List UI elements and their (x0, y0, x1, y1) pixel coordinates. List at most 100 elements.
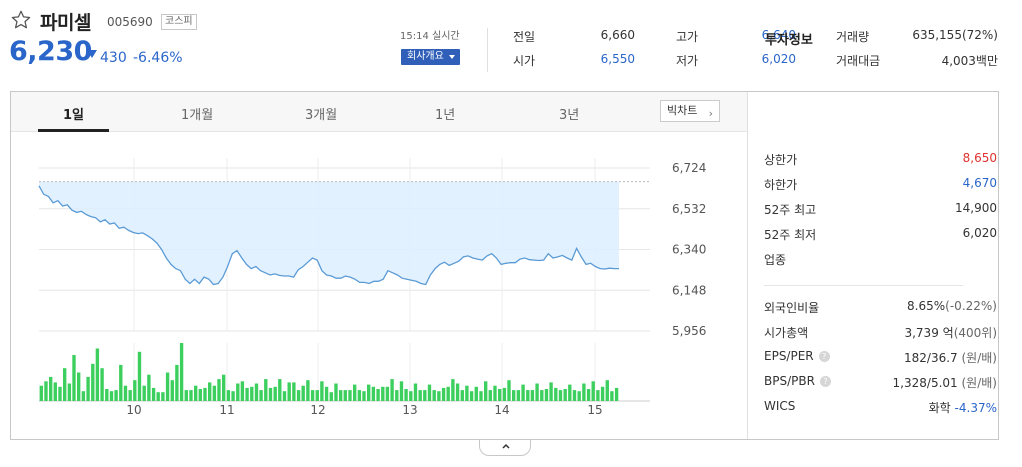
foreign-ratio-change: (-0.22%) (945, 299, 997, 313)
volume-bar (254, 383, 259, 401)
down-triangle-icon (87, 50, 97, 58)
volume-bar (212, 385, 217, 401)
x-axis-ticks: 10 11 12 13 14 15 (126, 403, 602, 417)
low-value: 6,020 (761, 52, 796, 66)
volume-bar (512, 390, 516, 401)
volume-bar (137, 351, 142, 401)
volume-bar (49, 376, 53, 401)
volume-bar (357, 390, 362, 401)
sector-label: 업종 (764, 253, 787, 267)
volume-bar (348, 390, 352, 401)
wics-sector[interactable]: 화학 (928, 401, 951, 415)
tab-1day[interactable]: 1일 (63, 108, 85, 123)
invest-info-title: 투자정보 (765, 33, 813, 48)
change-percent: -6.46% (133, 50, 183, 66)
current-price: 6,230 (9, 36, 92, 67)
tab-1year[interactable]: 1년 (435, 108, 456, 123)
bigchart-label: 빅차트 (667, 104, 698, 117)
bigchart-button[interactable]: 빅차트 › (660, 100, 720, 122)
volume-bar (362, 391, 366, 401)
volume-bar (535, 383, 539, 401)
tab-1month[interactable]: 1개월 (181, 108, 214, 123)
volume-bar (105, 389, 109, 401)
volume-bar (596, 390, 600, 401)
help-question-icon[interactable]: ? (818, 351, 830, 362)
volume-bar (395, 390, 399, 401)
high-label: 고가 (676, 30, 699, 44)
volume-bar (521, 384, 525, 401)
volume-bar (198, 389, 202, 401)
volume-bar (488, 390, 492, 401)
x-tick-label: 14 (494, 403, 509, 417)
volume-bar (498, 389, 502, 401)
volume-bar (133, 380, 137, 401)
volume-bar (179, 343, 184, 401)
active-tab-underline (38, 129, 109, 132)
market-cap-rank: (400위) (953, 326, 997, 340)
side-separator (764, 285, 963, 286)
bps-pbr: 1,328/5.01 (892, 376, 958, 390)
lower-limit-label: 하한가 (764, 178, 798, 192)
collapse-chart-button[interactable] (479, 440, 531, 456)
volume-bar (67, 383, 72, 401)
volume-bar (53, 382, 57, 401)
volume-bar (39, 385, 43, 401)
bps-pbr-unit: (원/배) (961, 376, 998, 390)
tab-3month[interactable]: 3개월 (305, 108, 338, 123)
header-divider (487, 28, 488, 72)
volume-bar (128, 390, 132, 401)
favorite-star-icon[interactable] (10, 9, 32, 31)
price-area (39, 181, 619, 285)
intraday-chart: 6,724 6,532 6,340 6,148 5,956 10 11 12 13 14 15 (38, 158, 706, 417)
market-badge: 코스피 (161, 14, 197, 30)
eps-per-value: 182/36.7 (원/배) (904, 349, 997, 366)
x-tick-label: 10 (126, 403, 141, 417)
volume-bar (226, 390, 231, 401)
y-tick-label: 6,340 (672, 243, 706, 257)
help-question-icon[interactable]: ? (819, 376, 831, 387)
volume-bar (455, 383, 460, 401)
volume-bar (343, 390, 347, 401)
market-cap: 3,739 억 (904, 326, 954, 340)
open-value: 6,550 (600, 52, 635, 66)
volume-bar (109, 391, 114, 401)
eps-per-unit: (원/배) (961, 351, 998, 365)
side-divider (747, 92, 748, 439)
lower-limit-value: 4,670 (962, 176, 997, 190)
volume-bar (184, 390, 188, 401)
upper-limit-value: 8,650 (962, 151, 997, 165)
bps-pbr-label-wrap: BPS/PBR? (764, 374, 831, 388)
tab-3year[interactable]: 3년 (559, 108, 580, 123)
volume-bar (530, 390, 535, 401)
volume-bar (544, 389, 549, 401)
y-tick-label: 6,724 (672, 161, 706, 175)
volume-bar (264, 379, 268, 401)
volume-bar (236, 383, 240, 401)
volume-bar (409, 391, 413, 401)
volume-bar (526, 390, 530, 401)
volume-bar (385, 386, 390, 401)
volume-bar (170, 380, 174, 401)
high52-label: 52주 최고 (764, 203, 817, 217)
volume-bar (240, 381, 245, 401)
high-value: 6,640 (761, 28, 796, 42)
y-tick-label: 6,532 (672, 202, 706, 216)
y-axis-ticks: 6,724 6,532 6,340 6,148 5,956 (672, 161, 706, 338)
volume-bar (572, 390, 577, 401)
volume-bar (86, 376, 90, 401)
volume-bar (156, 392, 160, 401)
volume-bar (245, 387, 249, 401)
volume-label: 거래량 (836, 30, 870, 44)
volume-bar (568, 384, 572, 401)
volume-bar (161, 392, 165, 401)
eps-per-label-wrap: EPS/PER? (764, 349, 830, 363)
volume-bar (306, 380, 310, 401)
volume-bar (95, 348, 100, 401)
volume-bar (142, 385, 146, 401)
volume-bar (469, 391, 474, 401)
period-tabs: 1일 1개월 3개월 1년 3년 빅차트 › (11, 92, 747, 132)
company-info-button[interactable]: 회사개요 (401, 49, 460, 65)
volume-bar (516, 390, 521, 401)
volume-bar (273, 386, 277, 401)
volume-bar (441, 387, 446, 401)
